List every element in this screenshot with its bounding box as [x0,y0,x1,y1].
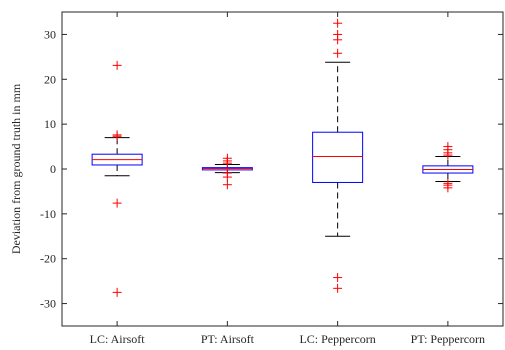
x-axis: LC: Airsoft PT: Airsoft LC: Peppercorn PT: … [90,12,485,346]
outlier-point [222,172,232,182]
y-axis-label: Deviation from ground truth in mm [9,83,23,254]
outlier-point [112,131,122,141]
outlier-point [333,18,343,28]
x-category-label: LC: Peppercorn [299,332,375,346]
y-tick-label: 10 [44,117,56,131]
box-group [201,153,253,190]
x-category-label: PT: Airsoft [201,332,255,346]
outlier-point [333,48,343,58]
y-tick-label: -10 [40,207,56,221]
y-tick-label: 0 [50,162,56,176]
outlier-point [112,198,122,208]
box-group [422,142,474,193]
outlier-point [333,273,343,283]
outlier-point [333,35,343,45]
outlier-point [443,150,453,160]
y-tick-label: -30 [40,297,56,311]
x-category-label: PT: Peppercorn [411,332,485,346]
box-group [91,60,143,297]
outlier-point [112,60,122,70]
x-category-label: LC: Airsoft [90,332,146,346]
outlier-point [333,283,343,293]
outlier-point [443,183,453,193]
y-tick-label: 30 [44,27,56,41]
outlier-point [222,158,232,168]
outlier-point [222,180,232,190]
y-tick-label: -20 [40,252,56,266]
y-tick-label: 20 [44,72,56,86]
outlier-point [112,287,122,297]
box-group [312,18,364,293]
box-iqr [312,131,364,183]
y-axis: -30 -20 -10 0 10 20 30 [40,27,503,311]
box-series [91,18,474,297]
